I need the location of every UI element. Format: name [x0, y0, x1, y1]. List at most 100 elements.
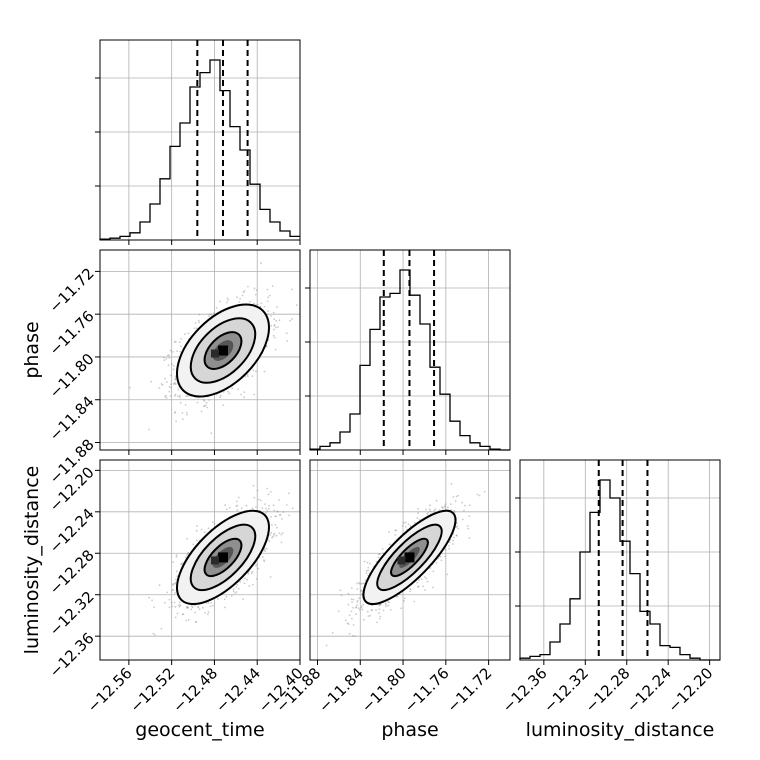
sample-point	[245, 504, 248, 507]
sample-point	[250, 572, 253, 575]
sample-point	[377, 556, 380, 559]
sample-point	[165, 357, 168, 360]
sample-point	[255, 578, 258, 580]
sample-point	[210, 602, 213, 604]
sample-point	[252, 484, 255, 487]
sample-point	[278, 532, 281, 534]
sample-point	[219, 394, 222, 397]
sample-point	[175, 570, 178, 573]
sample-point	[288, 514, 290, 517]
sample-point	[195, 529, 198, 532]
sample-point	[444, 503, 447, 506]
sample-point	[356, 601, 358, 603]
sample-point	[435, 499, 438, 502]
sample-point	[385, 605, 387, 608]
sample-point	[167, 364, 170, 367]
sample-point	[364, 579, 367, 581]
sample-point	[248, 585, 251, 587]
sample-point	[276, 526, 278, 529]
sample-point	[448, 541, 451, 544]
panel-frame	[519, 459, 721, 661]
sample-point	[429, 567, 432, 569]
sample-point	[257, 567, 260, 570]
sample-point	[170, 383, 172, 386]
sample-point	[378, 612, 380, 615]
sample-point	[202, 606, 204, 609]
sample-point	[395, 529, 398, 532]
sample-point	[184, 556, 187, 559]
sample-point	[400, 607, 402, 610]
sample-point	[366, 561, 369, 564]
sample-point	[162, 356, 165, 359]
sample-point	[275, 326, 277, 329]
sample-point	[280, 533, 283, 536]
sample-point	[424, 589, 426, 591]
sample-point	[243, 290, 246, 292]
hist-panel-phase	[305, 249, 511, 455]
sample-point	[355, 606, 357, 609]
sample-point	[441, 506, 443, 509]
sample-point	[356, 588, 359, 590]
sample-point	[186, 554, 188, 556]
sample-point	[241, 294, 244, 297]
sample-point	[272, 311, 275, 314]
sample-point	[274, 524, 277, 526]
sample-point	[366, 610, 369, 613]
sample-point	[435, 561, 438, 564]
y-tick-label: −12.32	[46, 588, 98, 640]
sample-point	[210, 313, 213, 316]
sample-point	[175, 420, 178, 423]
sample-point	[427, 512, 429, 514]
sample-point	[178, 604, 180, 606]
sample-point	[187, 618, 190, 621]
sample-point	[200, 410, 203, 413]
sample-point	[272, 533, 275, 536]
sample-point	[389, 608, 392, 611]
sample-point	[167, 354, 170, 356]
sample-point	[352, 634, 354, 637]
sample-point	[280, 541, 283, 544]
sample-point	[173, 601, 176, 604]
sample-point	[242, 598, 245, 601]
sample-point	[195, 621, 198, 623]
sample-point	[279, 513, 282, 516]
y-tick-label: −12.28	[46, 546, 98, 598]
sample-point	[253, 302, 255, 305]
sample-point	[174, 605, 177, 608]
sample-point	[276, 510, 279, 513]
sample-point	[174, 381, 176, 384]
sample-point	[476, 493, 479, 496]
sample-point	[172, 583, 175, 585]
sample-point	[174, 581, 177, 584]
sample-point	[160, 627, 163, 630]
sample-point	[425, 508, 427, 511]
sample-point	[425, 577, 428, 580]
sample-point	[182, 418, 184, 421]
sample-point	[227, 299, 230, 301]
sample-point	[179, 401, 182, 404]
sample-point	[174, 411, 177, 413]
x-tick-label: −12.36	[499, 664, 551, 716]
sample-point	[356, 599, 359, 602]
sample-point	[235, 505, 238, 508]
sample-point	[347, 592, 350, 595]
sample-point	[457, 527, 460, 530]
panel-content	[129, 262, 298, 435]
sample-point	[271, 524, 273, 526]
sample-point	[273, 318, 276, 321]
x-axis-label-phase: phase	[381, 719, 438, 741]
sample-point	[239, 580, 242, 583]
sample-point	[175, 578, 177, 581]
sample-point	[174, 616, 177, 619]
sample-point	[270, 531, 273, 534]
sample-point	[379, 615, 382, 618]
sample-point	[182, 613, 185, 615]
sample-point	[177, 388, 180, 391]
sample-point	[148, 596, 151, 599]
sample-point	[248, 300, 251, 303]
sample-point	[235, 591, 238, 593]
sample-point	[238, 301, 241, 303]
y-tick-label: −11.72	[46, 264, 98, 316]
sample-point	[276, 306, 278, 308]
sample-point	[174, 377, 177, 380]
